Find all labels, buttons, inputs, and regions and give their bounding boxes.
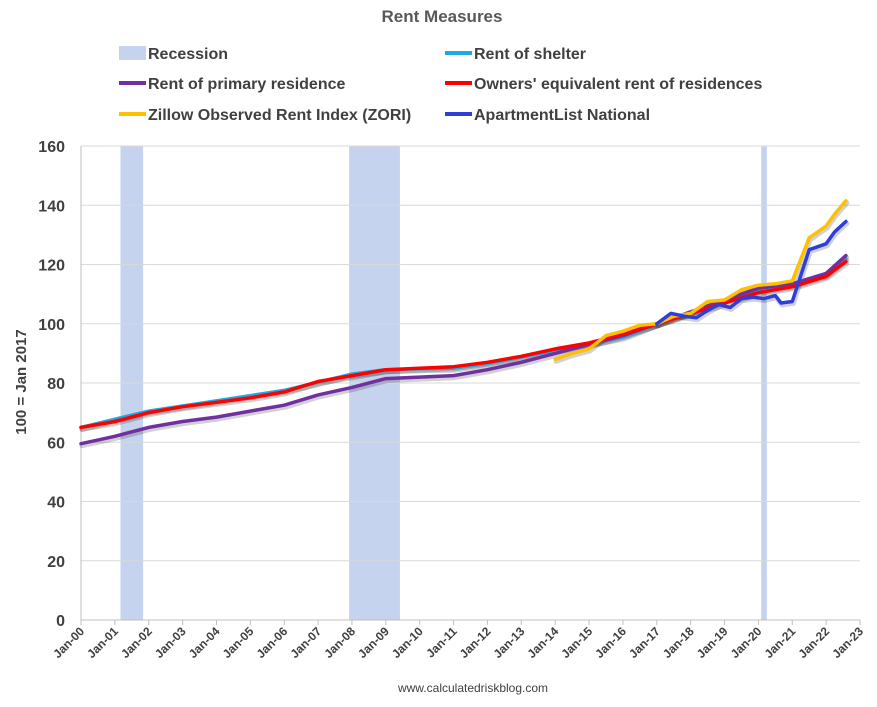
y-tick-label: 40 — [47, 495, 65, 512]
y-tick-label: 60 — [47, 435, 65, 452]
y-tick-label: 120 — [38, 258, 65, 275]
x-tick-label: Jan-02 — [118, 624, 155, 661]
legend-label-4: Zillow Observed Rent Index (ZORI) — [148, 107, 411, 124]
legend: Recession Rent of shelter Rent of primary … — [119, 46, 762, 124]
y-tick-label: 80 — [47, 376, 65, 393]
legend-label-3: Owners' equivalent rent of residences — [474, 76, 762, 93]
x-tick-label: Jan-09 — [355, 624, 392, 661]
x-tick-label: Jan-16 — [592, 624, 629, 661]
series-line-1 — [79, 256, 848, 430]
legend-label-0: Recession — [148, 46, 228, 63]
x-tick-label: Jan-04 — [186, 624, 223, 661]
legend-label-2: Rent of primary residence — [148, 76, 346, 93]
legend-label-1: Rent of shelter — [474, 46, 586, 63]
series-line-4 — [553, 199, 848, 362]
x-tick-label: Jan-17 — [626, 624, 663, 661]
x-tick-label: Jan-23 — [829, 624, 866, 661]
series-line-2 — [79, 253, 848, 446]
x-tick-label: Jan-12 — [457, 624, 494, 661]
y-tick-label: 140 — [38, 198, 65, 215]
series-line-3 — [79, 259, 848, 430]
y-tick-label: 20 — [47, 554, 65, 571]
y-axis-label: 100 = Jan 2017 — [13, 329, 30, 435]
chart-title: Rent Measures — [382, 7, 503, 26]
legend-label-5: ApartmentList National — [474, 107, 650, 124]
legend-swatch-recession — [119, 46, 146, 60]
x-tick-label: Jan-15 — [558, 624, 595, 661]
x-tick-label: Jan-13 — [491, 624, 528, 661]
x-tick-label: Jan-22 — [795, 624, 832, 661]
series-shadow-5 — [655, 221, 850, 329]
series-line-5 — [655, 219, 848, 326]
y-tick-label: 0 — [56, 613, 65, 630]
series-shadow-2 — [79, 255, 850, 449]
x-tick-label: Jan-11 — [423, 624, 460, 661]
y-tick-label: 160 — [38, 139, 65, 156]
y-tick-label: 100 — [38, 317, 65, 334]
x-tick-label: Jan-03 — [152, 624, 189, 661]
source-note: www.calculatedriskblog.com — [397, 681, 548, 695]
x-tick-label: Jan-01 — [84, 624, 121, 661]
x-tick-label: Jan-08 — [321, 624, 358, 661]
x-tick-label: Jan-05 — [220, 624, 257, 661]
x-tick-label: Jan-18 — [660, 624, 697, 661]
x-tick-label: Jan-20 — [728, 624, 765, 661]
x-tick-label: Jan-10 — [389, 624, 426, 661]
x-tick-label: Jan-19 — [694, 624, 731, 661]
x-tick-label: Jan-21 — [762, 624, 799, 661]
x-tick-label: Jan-14 — [525, 624, 562, 661]
x-tick-label: Jan-06 — [254, 624, 291, 661]
x-tick-label: Jan-07 — [287, 624, 324, 661]
plot-area: 020406080100120140160Jan-00Jan-01Jan-02J… — [38, 139, 866, 661]
